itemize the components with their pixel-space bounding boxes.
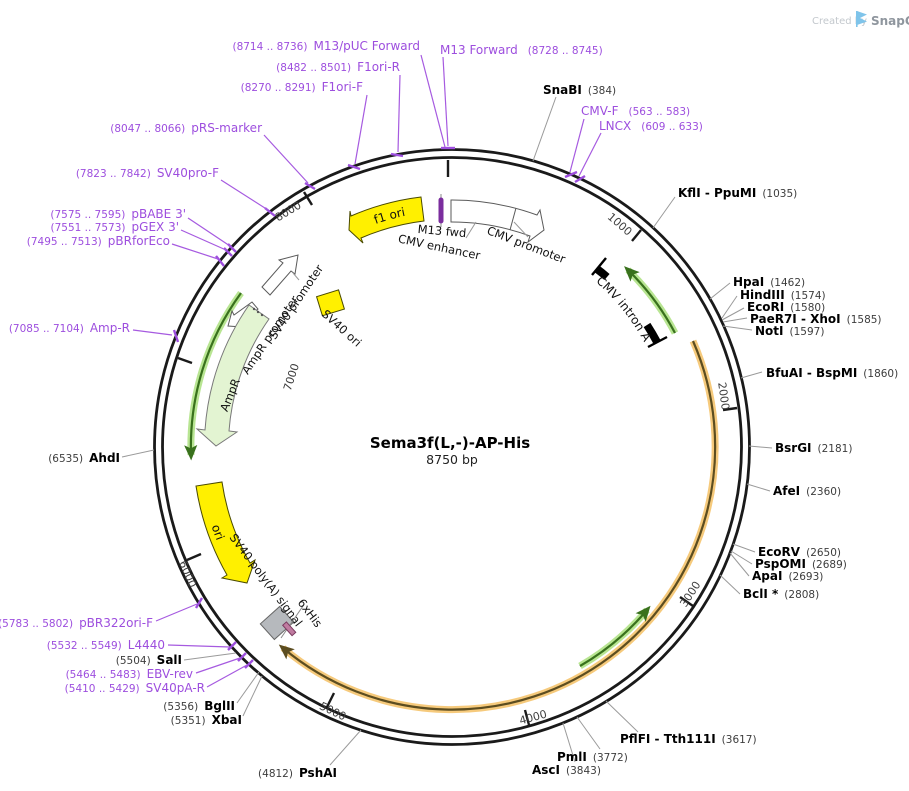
enzyme-bsrgi[interactable]: BsrGI (2181) — [775, 441, 852, 455]
enzyme-kfli-ppumi[interactable]: KflI - PpuMI (1035) — [678, 186, 797, 200]
plasmid-size: 8750 bp — [426, 452, 478, 467]
scale-label-1000: 1000 — [605, 210, 635, 238]
primer-ticks — [172, 146, 586, 669]
enzyme-pmli[interactable]: PmlI (3772) — [557, 750, 628, 764]
sv40-ori-feature[interactable]: SV40 ori — [315, 289, 365, 350]
enzyme-snabi[interactable]: SnaBI (384) — [543, 83, 616, 97]
scale-label-3000: 3000 — [677, 579, 703, 610]
enzyme-afei[interactable]: AfeI (2360) — [773, 484, 841, 498]
enzyme-bfuai-bspmi[interactable]: BfuAI - BspMI (1860) — [766, 366, 898, 380]
enzyme-pshai[interactable]: (4812) PshAI — [258, 766, 337, 780]
enzyme-leaders — [121, 96, 773, 766]
enzyme-ecori[interactable]: EcoRI (1580) — [747, 300, 825, 314]
primer-leaders — [132, 54, 602, 688]
primer-l4440[interactable]: (5532 .. 5549) L4440 — [47, 638, 165, 652]
primer-pgex-3[interactable]: (7551 .. 7573) pGEX 3' — [51, 220, 179, 234]
enzyme-pflfi-tth111i[interactable]: PflFI - Tth111I (3617) — [620, 732, 757, 746]
m13-fwd-label[interactable]: M13 fwd — [417, 222, 467, 240]
primer-cmv-f[interactable]: CMV-F (563 .. 583) — [581, 104, 690, 118]
scale-label-8000: 8000 — [273, 199, 304, 225]
enzyme-bglii[interactable]: (5356) BglII — [163, 699, 235, 713]
primer-lncx[interactable]: LNCX (609 .. 633) — [599, 119, 703, 133]
enzyme-hindiii[interactable]: HindIII (1574) — [740, 288, 826, 302]
primer-m13-forward[interactable]: M13 Forward (8728 .. 8745) — [440, 43, 603, 57]
gene-arrow-ampr-region[interactable] — [184, 290, 244, 461]
enzyme-xbai[interactable]: (5351) XbaI — [171, 713, 242, 727]
enzyme-asci[interactable]: AscI (3843) — [532, 763, 601, 777]
primer-sv40pro-f[interactable]: (7823 .. 7842) SV40pro-F — [76, 166, 219, 180]
ori-label[interactable]: ori — [209, 523, 227, 542]
watermark-brand: SnapGene — [871, 14, 909, 28]
plasmid-title-block: Sema3f(L,-)-AP-His 8750 bp — [370, 434, 530, 467]
ori-feature[interactable]: ori — [195, 481, 256, 584]
primer-m13-puc-forward[interactable]: (8714 .. 8736) M13/pUC Forward — [232, 39, 420, 53]
primer-f1ori-f[interactable]: (8270 .. 8291) F1ori-F — [241, 80, 363, 94]
enzyme-paer7i-xhoi[interactable]: PaeR7I - XhoI (1585) — [750, 312, 882, 326]
primer-labels: M13 Forward (8728 .. 8745) (8714 .. 8736)… — [0, 39, 703, 695]
enzyme-pspomi[interactable]: PspOMI (2689) — [755, 557, 847, 571]
primer-pbr322ori-f[interactable]: (5783 .. 5802) pBR322ori-F — [0, 616, 153, 630]
enzyme-apai[interactable]: ApaI (2693) — [752, 569, 823, 583]
enzyme-noti[interactable]: NotI (1597) — [755, 324, 824, 338]
enzyme-bcli[interactable]: BclI * (2808) — [743, 587, 819, 601]
plasmid-backbone — [153, 148, 751, 746]
snapgene-watermark: Created by SnapGene — [812, 11, 909, 28]
enzyme-ahdi[interactable]: (6535) AhdI — [48, 451, 120, 465]
primer-amp-r[interactable]: (7085 .. 7104) Amp-R — [9, 321, 130, 335]
orf-feature-arc[interactable] — [278, 339, 719, 714]
enzyme-hpai[interactable]: HpaI (1462) — [733, 275, 805, 289]
enzyme-labels: SnaBI (384) KflI - PpuMI (1035) HpaI (1462)… — [48, 83, 898, 780]
scale-label-7000: 7000 — [281, 362, 302, 393]
scale-label-6000: 6000 — [176, 559, 199, 590]
primer-pbrforeco[interactable]: (7495 .. 7513) pBRforEco — [27, 234, 170, 248]
plasmid-title: Sema3f(L,-)-AP-His — [370, 434, 530, 452]
sv40-polya-feature[interactable]: SV40 poly(A) signal — [227, 531, 306, 641]
enzyme-sali[interactable]: (5504) SalI — [116, 653, 182, 667]
scale-label-2000: 2000 — [715, 381, 732, 411]
watermark-created-by: Created by — [812, 16, 867, 27]
primer-ebv-rev[interactable]: (5464 .. 5483) EBV-rev — [66, 667, 193, 681]
primer-f1ori-r[interactable]: (8482 .. 8501) F1ori-R — [276, 60, 400, 74]
sv40-ori-label[interactable]: SV40 ori — [319, 307, 364, 350]
gene-arrow-cmv-intron-region[interactable] — [624, 266, 679, 335]
primer-pbabe-3[interactable]: (7575 .. 7595) pBABE 3' — [50, 207, 186, 221]
primer-sv40pa-r[interactable]: (5410 .. 5429) SV40pA-R — [65, 681, 205, 695]
m13-fwd-primer-marker[interactable]: M13 fwd — [417, 194, 467, 240]
gene-arrow-bottom-right[interactable] — [578, 605, 651, 670]
f1-ori-feature[interactable]: f1 ori — [348, 196, 425, 244]
snapgene-logo-icon — [856, 11, 867, 27]
enzyme-ecorv[interactable]: EcoRV (2650) — [758, 545, 841, 559]
primer-prs-marker[interactable]: (8047 .. 8066) pRS-marker — [110, 121, 262, 135]
